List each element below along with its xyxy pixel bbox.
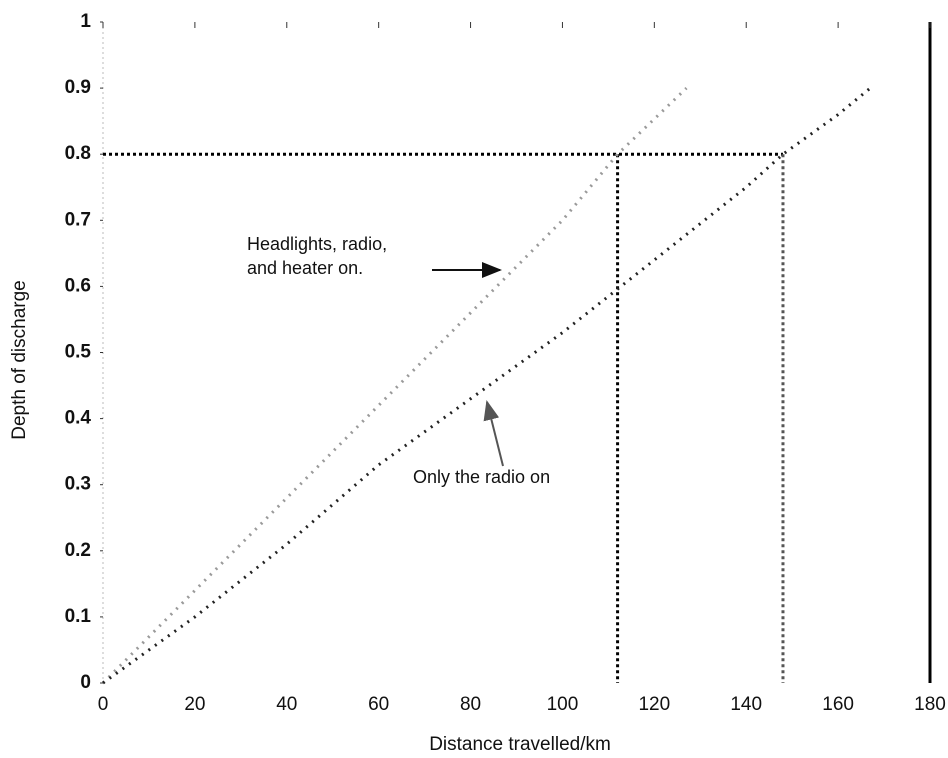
y-tick-label: 0.1 [65, 606, 92, 627]
annotation: Headlights, radio, [247, 234, 387, 254]
x-tick-label: 180 [914, 694, 946, 715]
annotation: Only the radio on [413, 467, 550, 487]
y-tick-label: 0 [80, 672, 91, 693]
y-tick-label: 0.8 [65, 143, 91, 164]
y-tick-label: 0.7 [65, 209, 91, 230]
x-tick-label: 80 [460, 694, 481, 715]
chart: Distance travelled/km Depth of discharge… [0, 0, 948, 758]
x-tick-label: 120 [638, 694, 670, 715]
x-tick-label: 60 [368, 694, 389, 715]
y-tick-label: 0.3 [65, 474, 91, 495]
data-line [103, 88, 870, 683]
x-tick-label: 0 [98, 694, 109, 715]
x-tick-label: 140 [730, 694, 762, 715]
y-axis-label: Depth of discharge [9, 280, 30, 440]
x-tick-label: 160 [822, 694, 854, 715]
annotation: and heater on. [247, 258, 363, 278]
y-tick-label: 0.6 [65, 275, 91, 296]
y-tick-label: 0.5 [65, 342, 92, 363]
y-tick-label: 0.2 [65, 540, 91, 561]
y-tick-label: 0.4 [65, 408, 92, 429]
data-line [103, 88, 686, 683]
annotation-arrow [487, 402, 503, 466]
y-tick-label: 0.9 [65, 77, 91, 98]
x-tick-label: 20 [184, 694, 205, 715]
y-tick-label: 1 [80, 11, 91, 32]
x-tick-label: 40 [276, 694, 297, 715]
x-tick-label: 100 [547, 694, 579, 715]
x-axis-label: Distance travelled/km [429, 734, 611, 755]
